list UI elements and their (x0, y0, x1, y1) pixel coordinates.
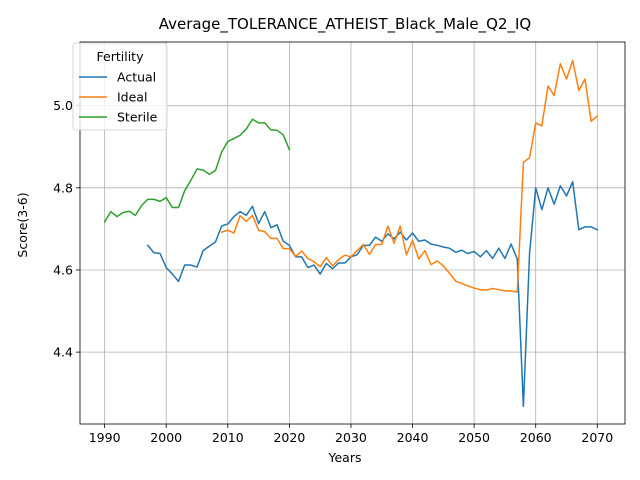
legend-label-sterile: Sterile (117, 110, 158, 125)
legend: Fertility Actual Ideal Sterile (72, 42, 168, 131)
series-lines (103, 59, 599, 408)
y-axis: 4.4 4.6 4.8 5.0 (53, 98, 80, 360)
legend-label-ideal: Ideal (117, 90, 147, 105)
x-tick-label: 2070 (581, 430, 613, 445)
x-tick-label: 2060 (520, 430, 552, 445)
chart-title: Average_TOLERANCE_ATHEIST_Black_Male_Q2_… (159, 15, 531, 34)
y-tick-label: 4.4 (53, 345, 73, 360)
series-line-sterile (103, 118, 291, 223)
y-tick-label: 4.6 (53, 262, 73, 277)
x-tick-label: 2040 (397, 430, 429, 445)
x-axis: 1990 2000 2010 2020 2030 2040 2050 2060 2070 (89, 424, 613, 445)
series-line-ideal (220, 59, 599, 293)
legend-label-actual: Actual (117, 70, 156, 85)
y-tick-label: 4.8 (53, 180, 73, 195)
x-axis-label: Years (328, 450, 362, 465)
x-tick-label: 2020 (273, 430, 305, 445)
y-axis-label: Score(3-6) (15, 192, 30, 257)
x-tick-label: 2030 (335, 430, 367, 445)
x-tick-label: 2050 (458, 430, 490, 445)
legend-box (72, 42, 168, 131)
legend-title: Fertility (97, 49, 145, 64)
grid (80, 42, 625, 424)
series-line-actual (146, 180, 599, 408)
x-tick-label: 1990 (89, 430, 121, 445)
x-tick-label: 2010 (212, 430, 244, 445)
x-tick-label: 2000 (150, 430, 182, 445)
y-tick-label: 5.0 (53, 98, 73, 113)
plot-frame (79, 41, 626, 425)
